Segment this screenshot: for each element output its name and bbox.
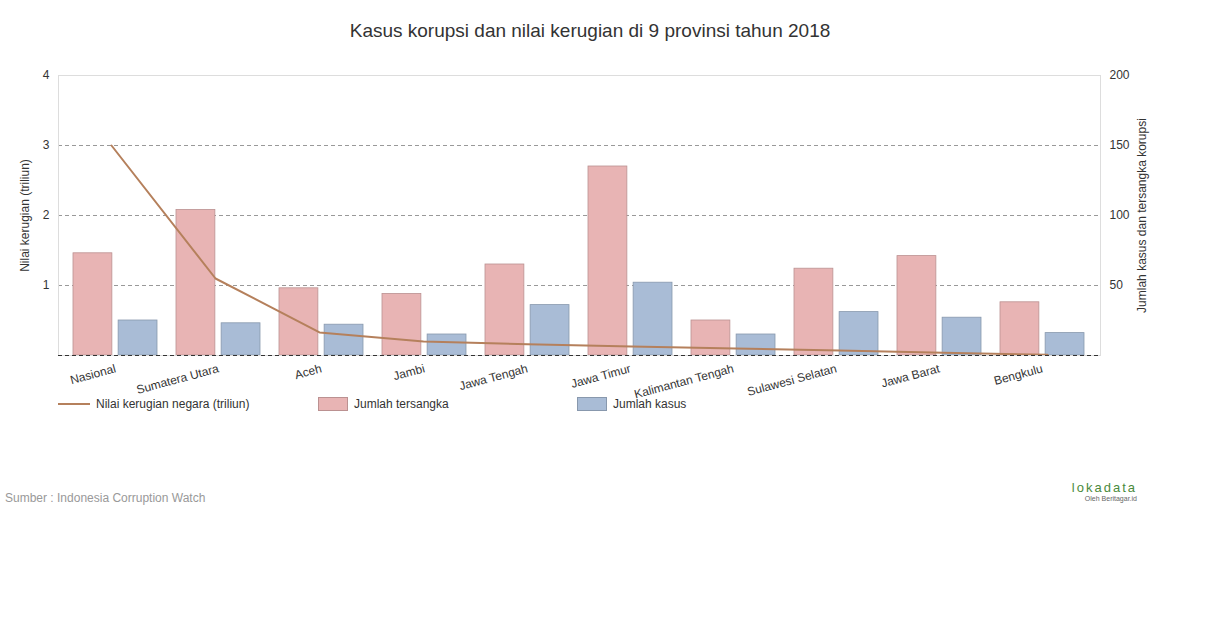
svg-text:Bengkulu: Bengkulu [992, 361, 1044, 387]
svg-text:Nilai kerugian (triliun): Nilai kerugian (triliun) [18, 159, 32, 272]
svg-text:Aceh: Aceh [293, 361, 323, 382]
svg-text:Sumatera Utara: Sumatera Utara [135, 361, 221, 397]
html-text:Oleh Beritagar.id: Oleh Beritagar.id [1084, 495, 1137, 502]
svg-text:Nasional: Nasional [69, 361, 118, 387]
svg-text:Jumlah kasus dan tersangka kor: Jumlah kasus dan tersangka korupsi [1135, 118, 1149, 313]
svg-text:Jawa Timur: Jawa Timur [569, 361, 632, 390]
svg-text:Sulawesi Selatan: Sulawesi Selatan [746, 361, 839, 398]
html-text:lokadata: lokadata [1071, 480, 1137, 495]
svg-text:Jambi: Jambi [392, 361, 427, 383]
svg-text:Jawa Tengah: Jawa Tengah [458, 361, 530, 393]
svg-text:2: 2 [43, 208, 50, 222]
html-text:Nilai kerugian negara (triliun: Nilai kerugian negara (triliun) [96, 397, 250, 411]
svg-text:Jawa Barat: Jawa Barat [880, 361, 942, 390]
svg-text:50: 50 [1110, 278, 1124, 292]
svg-text:1: 1 [43, 278, 50, 292]
svg-text:Kalimantan Tengah: Kalimantan Tengah [633, 361, 736, 401]
svg-text:200: 200 [1110, 68, 1130, 82]
html-text:Jumlah tersangka: Jumlah tersangka [354, 397, 449, 411]
html-text:Sumber : Indonesia Corruption: Sumber : Indonesia Corruption Watch [5, 491, 206, 505]
svg-text:4: 4 [43, 68, 50, 82]
svg-text:3: 3 [43, 138, 50, 152]
svg-text:100: 100 [1110, 208, 1130, 222]
html-text:Kasus korupsi dan nilai kerugi: Kasus korupsi dan nilai kerugian di 9 pr… [349, 20, 831, 41]
html-text:Jumlah kasus: Jumlah kasus [613, 397, 687, 411]
svg-text:150: 150 [1110, 138, 1130, 152]
